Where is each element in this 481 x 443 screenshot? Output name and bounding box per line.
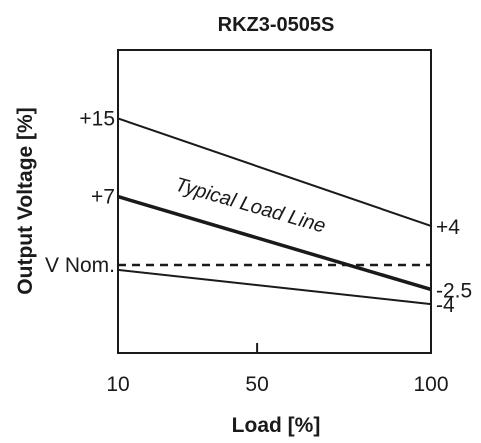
y-axis-label: Output Voltage [%] [14,107,37,294]
plot-frame [117,49,432,354]
end-label-lower: -4 [436,294,455,317]
x-tick-label-2: 100 [413,373,448,396]
x-tick-label-0: 10 [106,373,129,396]
series-line-typical [117,194,432,292]
y-tick-label-1: +7 [91,186,115,209]
chart-title: RKZ3-0505S [218,14,335,36]
x-tick-label-1: 50 [245,373,268,396]
series-line-upper [117,117,432,227]
end-label-upper: +4 [436,216,460,239]
y-tick-label-0: +15 [79,107,115,130]
series-line-lower [117,268,432,306]
plot-layer: 10 50 100 +15 +7 V Nom. +4 -2.5-4 [45,107,472,396]
y-tick-label-2: V Nom. [45,254,115,277]
end-label-typical: -2.5 [436,279,472,302]
x-axis-label: Load [%] [232,414,321,437]
